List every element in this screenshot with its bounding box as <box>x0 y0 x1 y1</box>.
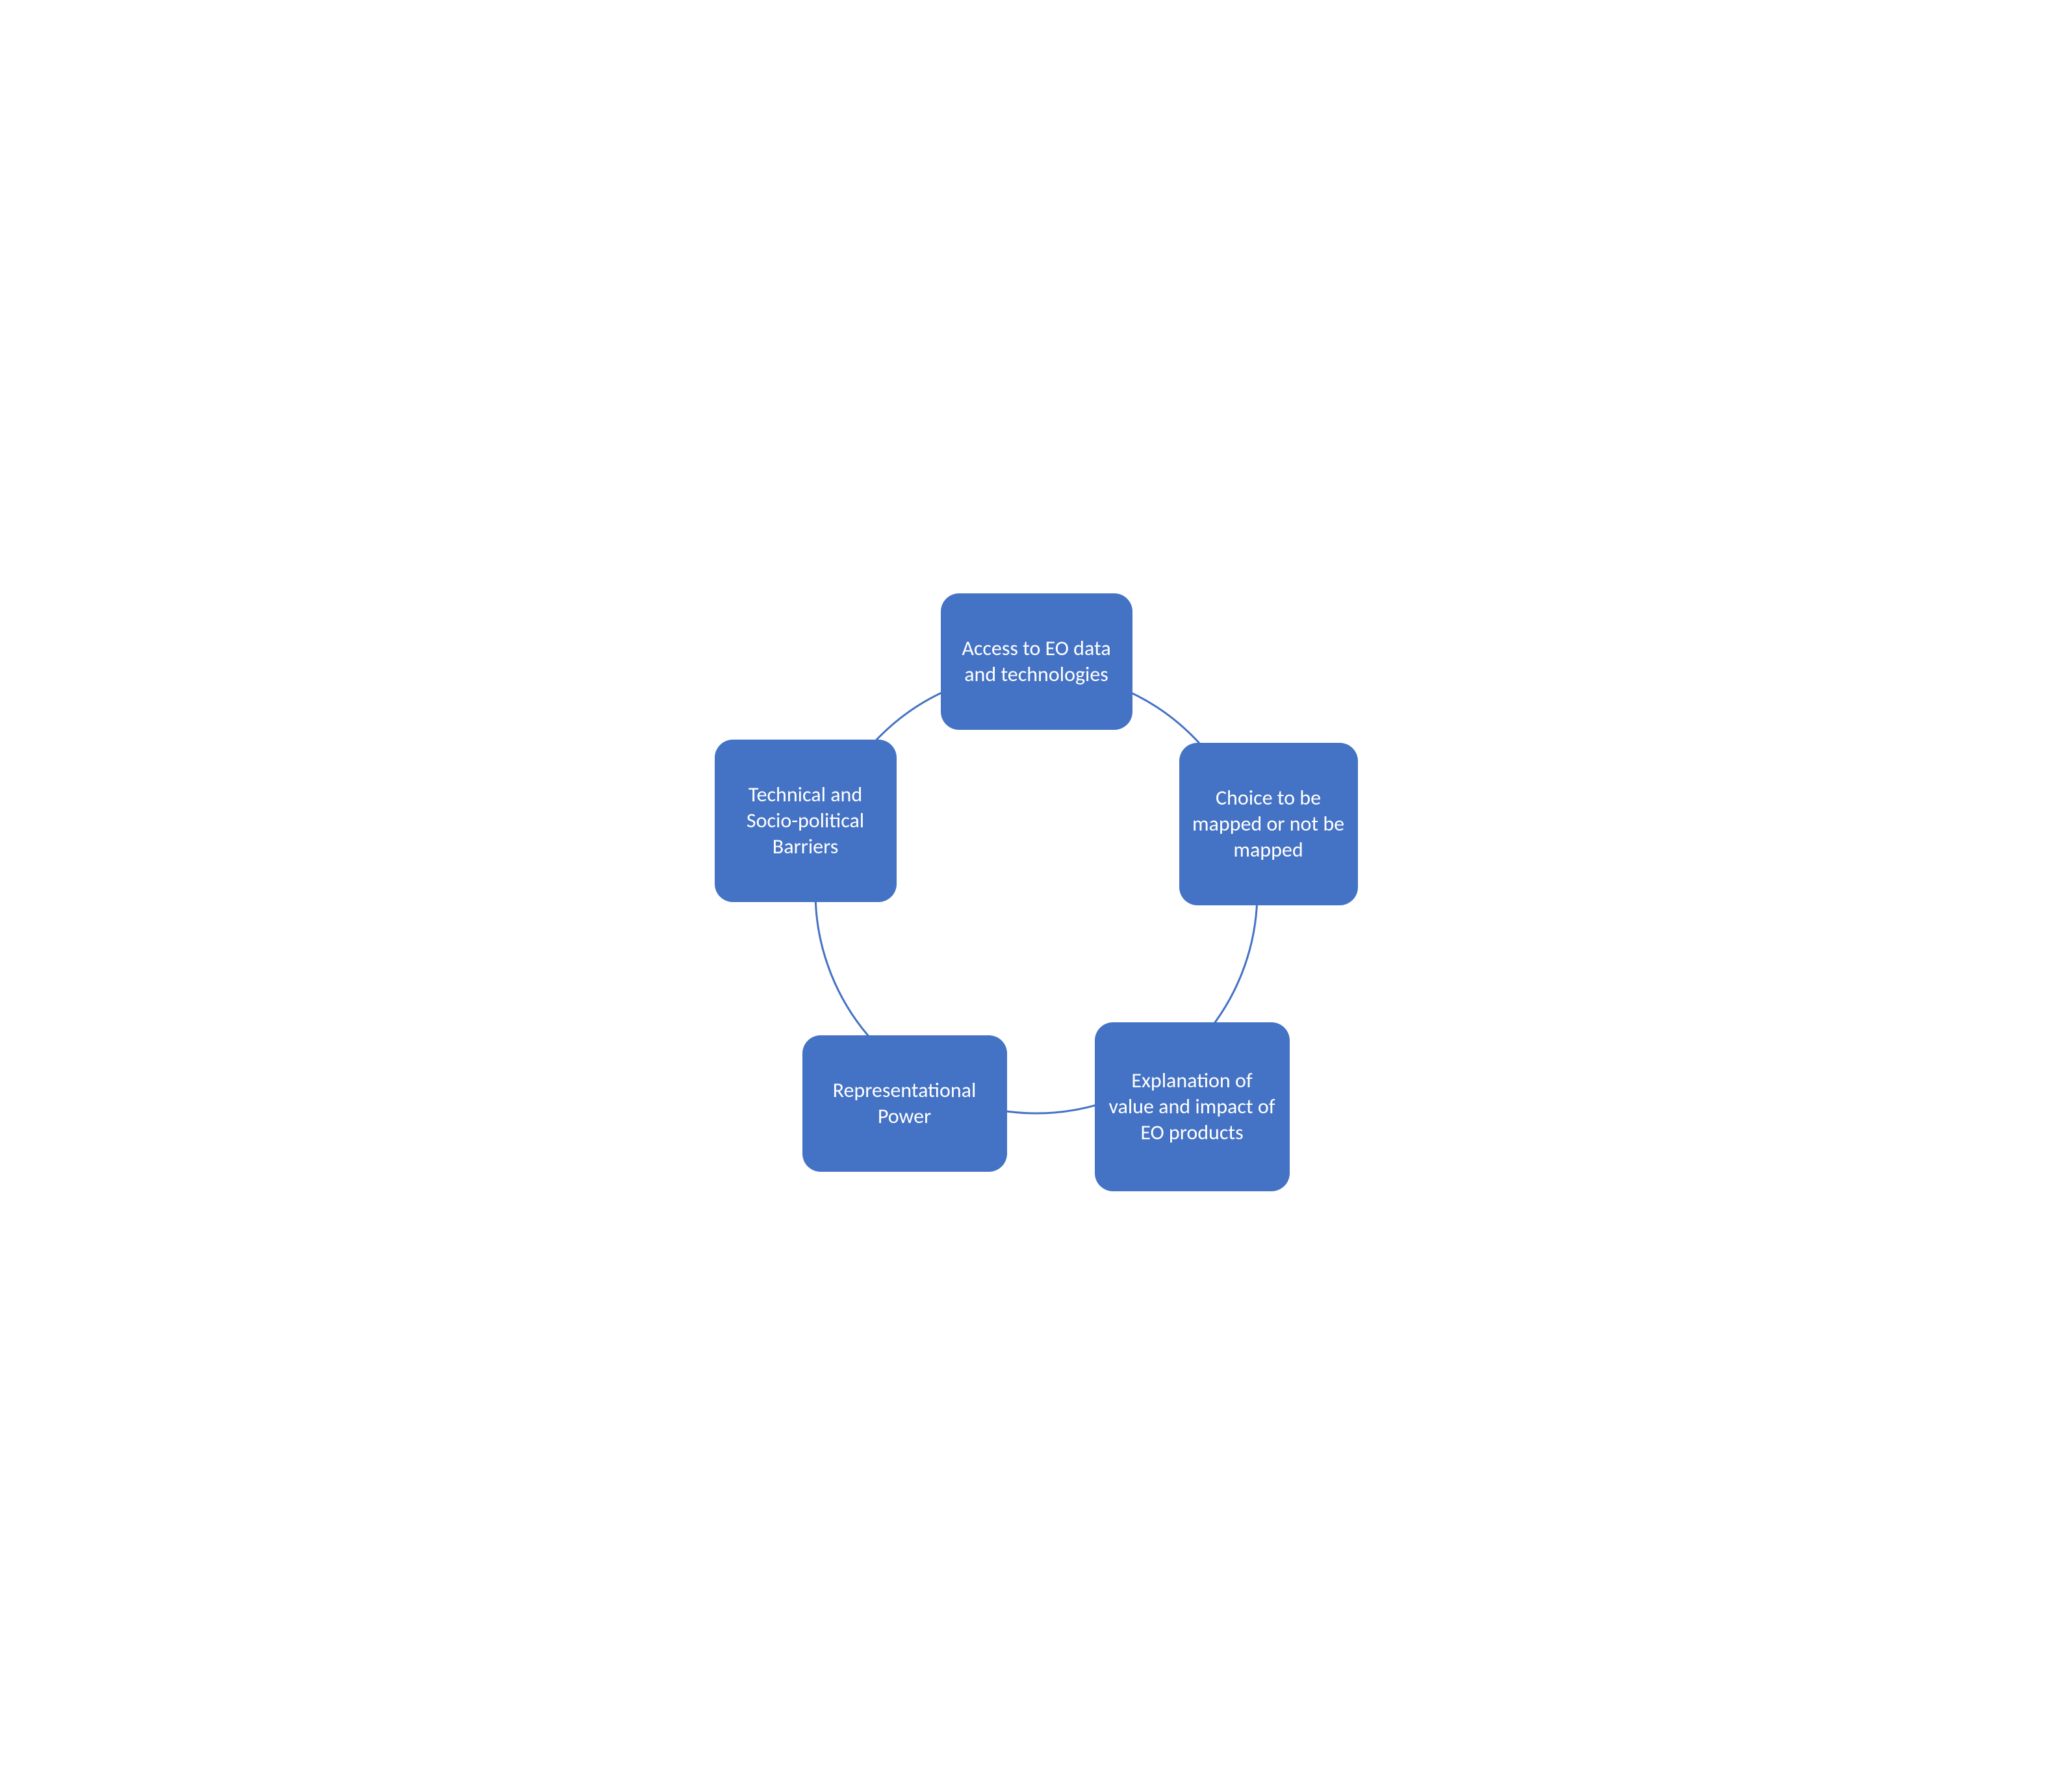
node-technical: Technical and Socio-political Barriers <box>715 740 897 902</box>
node-label: Explanation of value and impact of EO pr… <box>1108 1068 1277 1146</box>
node-label: Access to EO data and technologies <box>954 636 1119 688</box>
circular-diagram: Access to EO data and technologies Choic… <box>679 567 1394 1217</box>
node-label: Representational Power <box>815 1078 994 1130</box>
node-choice: Choice to be mapped or not be mapped <box>1179 743 1358 905</box>
node-representational: Representational Power <box>802 1035 1007 1172</box>
node-explanation: Explanation of value and impact of EO pr… <box>1095 1022 1290 1191</box>
node-label: Technical and Socio-political Barriers <box>728 782 884 860</box>
node-label: Choice to be mapped or not be mapped <box>1192 785 1345 863</box>
node-access: Access to EO data and technologies <box>941 593 1132 730</box>
